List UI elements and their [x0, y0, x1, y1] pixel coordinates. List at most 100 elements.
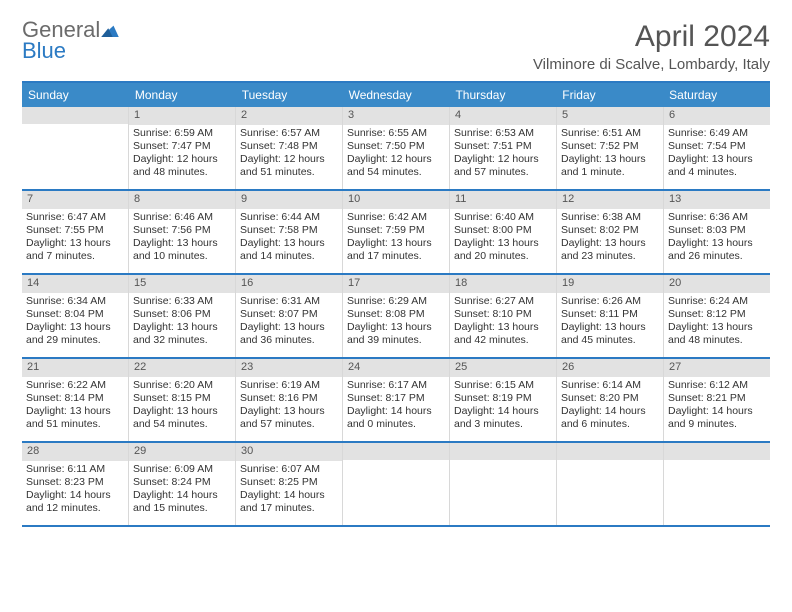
- week-row: 28Sunrise: 6:11 AMSunset: 8:23 PMDayligh…: [22, 443, 770, 527]
- week-row: 14Sunrise: 6:34 AMSunset: 8:04 PMDayligh…: [22, 275, 770, 359]
- sunset-text: Sunset: 8:03 PM: [668, 224, 766, 237]
- sunrise-text: Sunrise: 6:33 AM: [133, 295, 231, 308]
- cell-body: Sunrise: 6:15 AMSunset: 8:19 PMDaylight:…: [450, 377, 556, 435]
- daylight-text: Daylight: 13 hours and 20 minutes.: [454, 237, 552, 263]
- sunrise-text: Sunrise: 6:55 AM: [347, 127, 445, 140]
- title-block: April 2024 Vilminore di Scalve, Lombardy…: [533, 20, 770, 73]
- cell-body: Sunrise: 6:31 AMSunset: 8:07 PMDaylight:…: [236, 293, 342, 351]
- sunset-text: Sunset: 8:06 PM: [133, 308, 231, 321]
- sunset-text: Sunset: 8:19 PM: [454, 392, 552, 405]
- daylight-text: Daylight: 14 hours and 17 minutes.: [240, 489, 338, 515]
- day-number: 24: [343, 359, 449, 377]
- day-number: 29: [129, 443, 235, 461]
- daylight-text: Daylight: 14 hours and 0 minutes.: [347, 405, 445, 431]
- day-number: [450, 443, 556, 460]
- daylight-text: Daylight: 13 hours and 10 minutes.: [133, 237, 231, 263]
- cell-body: Sunrise: 6:12 AMSunset: 8:21 PMDaylight:…: [664, 377, 770, 435]
- daylight-text: Daylight: 13 hours and 26 minutes.: [668, 237, 766, 263]
- daylight-text: Daylight: 14 hours and 12 minutes.: [26, 489, 124, 515]
- day-number: 20: [664, 275, 770, 293]
- calendar-cell: [557, 443, 664, 525]
- sunrise-text: Sunrise: 6:36 AM: [668, 211, 766, 224]
- calendar-cell: 26Sunrise: 6:14 AMSunset: 8:20 PMDayligh…: [557, 359, 664, 441]
- sunrise-text: Sunrise: 6:51 AM: [561, 127, 659, 140]
- sunrise-text: Sunrise: 6:38 AM: [561, 211, 659, 224]
- sunrise-text: Sunrise: 6:22 AM: [26, 379, 124, 392]
- calendar-cell: 7Sunrise: 6:47 AMSunset: 7:55 PMDaylight…: [22, 191, 129, 273]
- day-header-wednesday: Wednesday: [343, 83, 450, 107]
- day-number: 1: [129, 107, 235, 125]
- daylight-text: Daylight: 14 hours and 15 minutes.: [133, 489, 231, 515]
- calendar-cell: 4Sunrise: 6:53 AMSunset: 7:51 PMDaylight…: [450, 107, 557, 189]
- daylight-text: Daylight: 13 hours and 17 minutes.: [347, 237, 445, 263]
- daylight-text: Daylight: 13 hours and 42 minutes.: [454, 321, 552, 347]
- sunrise-text: Sunrise: 6:24 AM: [668, 295, 766, 308]
- calendar-cell: 24Sunrise: 6:17 AMSunset: 8:17 PMDayligh…: [343, 359, 450, 441]
- calendar-cell: 12Sunrise: 6:38 AMSunset: 8:02 PMDayligh…: [557, 191, 664, 273]
- calendar-cell: 2Sunrise: 6:57 AMSunset: 7:48 PMDaylight…: [236, 107, 343, 189]
- sunset-text: Sunset: 7:54 PM: [668, 140, 766, 153]
- sunset-text: Sunset: 8:21 PM: [668, 392, 766, 405]
- day-number: [343, 443, 449, 460]
- day-number: 11: [450, 191, 556, 209]
- sunset-text: Sunset: 8:20 PM: [561, 392, 659, 405]
- daylight-text: Daylight: 13 hours and 39 minutes.: [347, 321, 445, 347]
- cell-body: Sunrise: 6:11 AMSunset: 8:23 PMDaylight:…: [22, 461, 128, 519]
- calendar-cell: [450, 443, 557, 525]
- day-number: 12: [557, 191, 663, 209]
- sunset-text: Sunset: 8:10 PM: [454, 308, 552, 321]
- sunset-text: Sunset: 8:08 PM: [347, 308, 445, 321]
- sunrise-text: Sunrise: 6:17 AM: [347, 379, 445, 392]
- daylight-text: Daylight: 13 hours and 57 minutes.: [240, 405, 338, 431]
- cell-body: Sunrise: 6:36 AMSunset: 8:03 PMDaylight:…: [664, 209, 770, 267]
- sunrise-text: Sunrise: 6:57 AM: [240, 127, 338, 140]
- cell-body: Sunrise: 6:14 AMSunset: 8:20 PMDaylight:…: [557, 377, 663, 435]
- sunrise-text: Sunrise: 6:34 AM: [26, 295, 124, 308]
- sunrise-text: Sunrise: 6:15 AM: [454, 379, 552, 392]
- day-header-tuesday: Tuesday: [236, 83, 343, 107]
- cell-body: Sunrise: 6:47 AMSunset: 7:55 PMDaylight:…: [22, 209, 128, 267]
- cell-body: Sunrise: 6:49 AMSunset: 7:54 PMDaylight:…: [664, 125, 770, 183]
- daylight-text: Daylight: 14 hours and 3 minutes.: [454, 405, 552, 431]
- daylight-text: Daylight: 13 hours and 48 minutes.: [668, 321, 766, 347]
- calendar-cell: 5Sunrise: 6:51 AMSunset: 7:52 PMDaylight…: [557, 107, 664, 189]
- sunset-text: Sunset: 7:52 PM: [561, 140, 659, 153]
- sunset-text: Sunset: 7:59 PM: [347, 224, 445, 237]
- cell-body: Sunrise: 6:20 AMSunset: 8:15 PMDaylight:…: [129, 377, 235, 435]
- daylight-text: Daylight: 13 hours and 4 minutes.: [668, 153, 766, 179]
- daylight-text: Daylight: 12 hours and 57 minutes.: [454, 153, 552, 179]
- sunrise-text: Sunrise: 6:47 AM: [26, 211, 124, 224]
- calendar-cell: 1Sunrise: 6:59 AMSunset: 7:47 PMDaylight…: [129, 107, 236, 189]
- sunset-text: Sunset: 8:23 PM: [26, 476, 124, 489]
- calendar-cell: 8Sunrise: 6:46 AMSunset: 7:56 PMDaylight…: [129, 191, 236, 273]
- calendar-cell: 28Sunrise: 6:11 AMSunset: 8:23 PMDayligh…: [22, 443, 129, 525]
- day-number: 4: [450, 107, 556, 125]
- sunset-text: Sunset: 7:51 PM: [454, 140, 552, 153]
- logo: GeneralBlue: [22, 20, 119, 62]
- cell-body: Sunrise: 6:34 AMSunset: 8:04 PMDaylight:…: [22, 293, 128, 351]
- cell-body: Sunrise: 6:42 AMSunset: 7:59 PMDaylight:…: [343, 209, 449, 267]
- page-title: April 2024: [533, 20, 770, 54]
- calendar-cell: 15Sunrise: 6:33 AMSunset: 8:06 PMDayligh…: [129, 275, 236, 357]
- week-row: 7Sunrise: 6:47 AMSunset: 7:55 PMDaylight…: [22, 191, 770, 275]
- calendar-cell: 22Sunrise: 6:20 AMSunset: 8:15 PMDayligh…: [129, 359, 236, 441]
- header: GeneralBlue April 2024 Vilminore di Scal…: [22, 20, 770, 73]
- sunset-text: Sunset: 7:47 PM: [133, 140, 231, 153]
- sunrise-text: Sunrise: 6:59 AM: [133, 127, 231, 140]
- sunset-text: Sunset: 7:55 PM: [26, 224, 124, 237]
- calendar-cell: 13Sunrise: 6:36 AMSunset: 8:03 PMDayligh…: [664, 191, 770, 273]
- cell-body: Sunrise: 6:09 AMSunset: 8:24 PMDaylight:…: [129, 461, 235, 519]
- daylight-text: Daylight: 12 hours and 51 minutes.: [240, 153, 338, 179]
- daylight-text: Daylight: 13 hours and 54 minutes.: [133, 405, 231, 431]
- sunrise-text: Sunrise: 6:14 AM: [561, 379, 659, 392]
- calendar: SundayMondayTuesdayWednesdayThursdayFrid…: [22, 81, 770, 527]
- calendar-cell: 23Sunrise: 6:19 AMSunset: 8:16 PMDayligh…: [236, 359, 343, 441]
- day-number: 25: [450, 359, 556, 377]
- calendar-cell: 17Sunrise: 6:29 AMSunset: 8:08 PMDayligh…: [343, 275, 450, 357]
- calendar-cell: 25Sunrise: 6:15 AMSunset: 8:19 PMDayligh…: [450, 359, 557, 441]
- daylight-text: Daylight: 13 hours and 32 minutes.: [133, 321, 231, 347]
- location-text: Vilminore di Scalve, Lombardy, Italy: [533, 56, 770, 73]
- day-number: 30: [236, 443, 342, 461]
- cell-body: Sunrise: 6:29 AMSunset: 8:08 PMDaylight:…: [343, 293, 449, 351]
- calendar-cell: 6Sunrise: 6:49 AMSunset: 7:54 PMDaylight…: [664, 107, 770, 189]
